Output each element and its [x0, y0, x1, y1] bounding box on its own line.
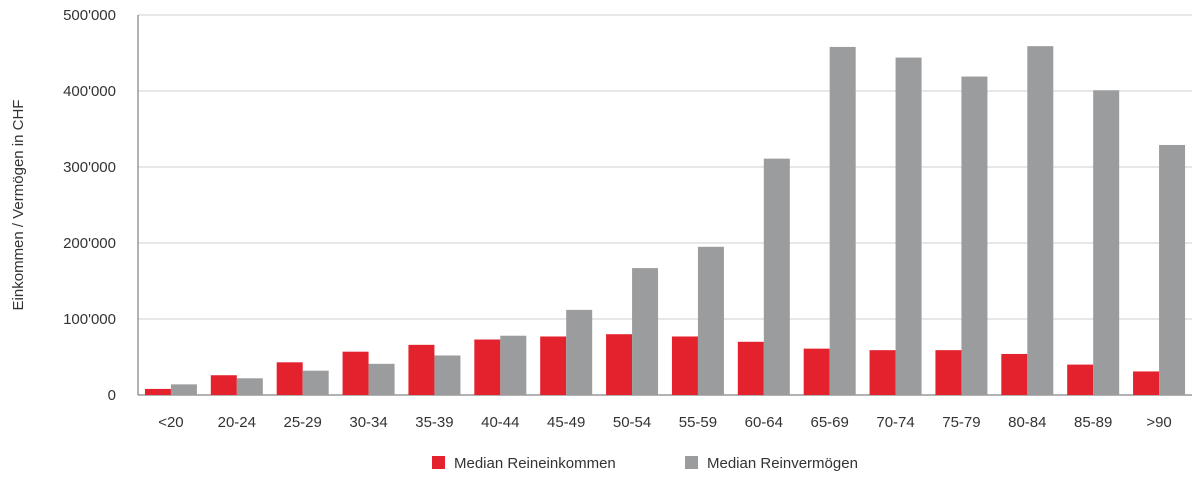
bar-wealth [895, 57, 922, 396]
bar-wealth [236, 378, 263, 395]
legend-label: Median Reinvermögen [707, 455, 858, 472]
bar-income [210, 375, 237, 395]
x-tick-label: 45-49 [547, 414, 585, 431]
bar-income [869, 350, 896, 395]
legend-swatch [432, 456, 445, 469]
bar-income [1067, 364, 1094, 395]
x-tick-label: 40-44 [481, 414, 519, 431]
x-tick-label: 60-64 [745, 414, 783, 431]
grid-lines [138, 14, 1192, 320]
bar-income [803, 348, 830, 395]
bar-income [540, 336, 567, 395]
bar-income [144, 388, 171, 395]
bar-income [1001, 353, 1028, 395]
x-tick-label: 20-24 [218, 414, 256, 431]
bar-wealth [829, 46, 856, 396]
x-tick-label: 35-39 [415, 414, 453, 431]
bar-income [276, 362, 303, 395]
y-axis-title: Einkommen / Vermögen in CHF [10, 100, 27, 311]
bar-wealth [1093, 90, 1120, 396]
bar-income [935, 350, 962, 395]
y-tick-label: 200'000 [63, 235, 116, 252]
bar-wealth [302, 370, 329, 395]
y-axis-ticks: 0 100'000 200'000 300'000 400'000 500'000 [63, 7, 116, 404]
x-tick-label: 75-79 [942, 414, 980, 431]
x-tick-label: 85-89 [1074, 414, 1112, 431]
x-tick-label: <20 [158, 414, 183, 431]
bar-wealth [1159, 144, 1186, 395]
legend-label: Median Reineinkommen [454, 455, 616, 472]
bar-income [1133, 371, 1160, 395]
x-tick-label: >90 [1146, 414, 1171, 431]
bar-wealth [763, 158, 790, 395]
x-tick-label: 25-29 [284, 414, 322, 431]
bar-wealth [1027, 46, 1054, 395]
x-tick-label: 55-59 [679, 414, 717, 431]
y-tick-label: 0 [108, 387, 116, 404]
bar-income [737, 341, 764, 395]
bar-income [408, 344, 435, 395]
bar-income [342, 351, 369, 395]
x-tick-label: 65-69 [811, 414, 849, 431]
x-axis-ticks: <20 20-24 25-29 30-34 35-39 40-44 45-49 50-54 55… [158, 414, 1172, 431]
legend: Median Reineinkommen Median Reinvermögen [432, 455, 858, 472]
bar-wealth [170, 384, 197, 395]
y-tick-label: 300'000 [63, 159, 116, 176]
bar-income [671, 336, 698, 395]
x-tick-label: 50-54 [613, 414, 651, 431]
bar-income [606, 334, 633, 395]
bar-wealth [961, 76, 988, 395]
bars [144, 46, 1186, 396]
bar-wealth [566, 309, 593, 395]
x-tick-label: 80-84 [1008, 414, 1046, 431]
bar-wealth [632, 268, 659, 395]
x-tick-label: 70-74 [876, 414, 914, 431]
legend-swatch [685, 456, 698, 469]
bar-wealth [368, 363, 395, 395]
y-tick-label: 400'000 [63, 83, 116, 100]
bar-wealth [434, 355, 461, 395]
bar-wealth [697, 246, 724, 395]
y-tick-label: 100'000 [63, 311, 116, 328]
y-tick-label: 500'000 [63, 7, 116, 24]
bar-income [474, 339, 501, 395]
x-tick-label: 30-34 [349, 414, 387, 431]
bar-wealth [500, 335, 527, 395]
